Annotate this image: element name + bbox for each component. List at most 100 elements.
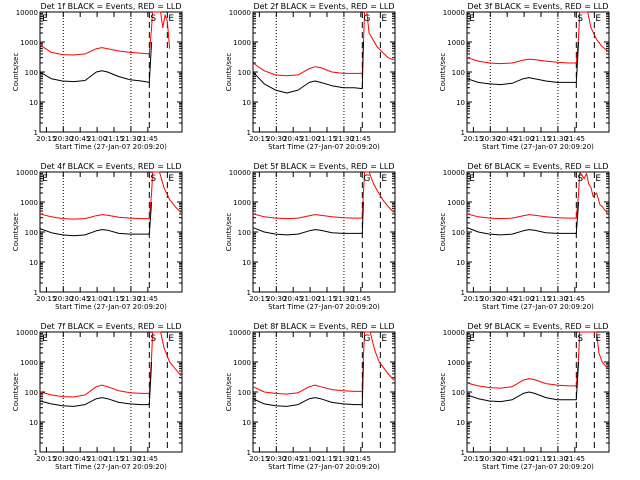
lld-series-line xyxy=(466,171,609,220)
events-series-line xyxy=(252,361,364,407)
x-tick-label: 21:15 xyxy=(104,135,124,143)
event-marker-label: S xyxy=(577,174,583,184)
lld-series-line xyxy=(466,331,609,389)
y-tick-label: 10000 xyxy=(16,9,38,17)
y-tick-label: 100 xyxy=(452,69,465,77)
y-tick-label: 10000 xyxy=(16,169,38,177)
y-tick-label: 10 xyxy=(242,259,251,267)
panel-title: Det 4f BLACK = Events, RED = LLD xyxy=(40,162,181,171)
x-tick-label: 21:30 xyxy=(548,295,568,303)
x-tick-label: 21:45 xyxy=(565,135,585,143)
y-axis-label: Counts/sec xyxy=(439,213,447,252)
x-axis-label: Start Time (27-Jan-07 20:09:20) xyxy=(482,143,594,151)
event-marker-label: E xyxy=(595,174,601,184)
x-tick-label: 21:30 xyxy=(334,135,354,143)
x-tick-label: 20:30 xyxy=(53,455,73,463)
panel-title: Det 9f BLACK = Events, RED = LLD xyxy=(467,322,608,331)
x-tick-label: 21:45 xyxy=(351,455,371,463)
y-axis-label: Counts/sec xyxy=(225,213,233,252)
x-tick-label: 21:45 xyxy=(138,455,158,463)
panel-title: Det 7f BLACK = Events, RED = LLD xyxy=(40,322,181,331)
x-tick-label: 21:00 xyxy=(87,455,107,463)
y-tick-label: 100 xyxy=(25,229,38,237)
x-tick-label: 20:15 xyxy=(249,295,269,303)
y-tick-label: 10 xyxy=(456,419,465,427)
plot-frame xyxy=(39,11,183,133)
event-marker-label: E xyxy=(381,14,387,24)
plot-frame xyxy=(466,11,610,133)
y-tick-label: 100 xyxy=(25,69,38,77)
x-tick-label: 20:30 xyxy=(266,455,286,463)
y-tick-label: 10000 xyxy=(443,169,465,177)
y-tick-label: 10 xyxy=(456,259,465,267)
x-tick-label: 21:00 xyxy=(300,455,320,463)
event-marker-label: G xyxy=(363,174,370,184)
x-axis-label: Start Time (27-Jan-07 20:09:20) xyxy=(55,463,167,471)
x-tick-label: 20:15 xyxy=(249,135,269,143)
detector-panel: Det 5f BLACK = Events, RED = LLD 1 10 100 10… xyxy=(225,162,396,311)
y-tick-label: 100 xyxy=(238,229,251,237)
plot-frame xyxy=(466,171,610,293)
detector-panel: Det 3f BLACK = Events, RED = LLD 1 10 100 10… xyxy=(439,2,610,151)
x-tick-label: 20:30 xyxy=(53,295,73,303)
panel-title: Det 5f BLACK = Events, RED = LLD xyxy=(253,162,394,171)
y-axis-label: Counts/sec xyxy=(12,373,20,412)
x-tick-label: 21:15 xyxy=(317,455,337,463)
y-tick-label: 1 xyxy=(34,129,38,137)
y-tick-label: 1 xyxy=(34,449,38,457)
panel-title: Det 8f BLACK = Events, RED = LLD xyxy=(253,322,394,331)
event-marker-label: E xyxy=(42,174,48,184)
y-tick-label: 1 xyxy=(461,449,465,457)
x-tick-label: 21:00 xyxy=(514,135,534,143)
y-tick-label: 1 xyxy=(461,289,465,297)
x-tick-label: 20:15 xyxy=(36,455,56,463)
x-tick-label: 21:15 xyxy=(531,455,551,463)
y-tick-label: 10000 xyxy=(443,9,465,17)
x-tick-label: 20:30 xyxy=(480,135,500,143)
y-tick-label: 100 xyxy=(452,389,465,397)
x-tick-label: 21:00 xyxy=(87,135,107,143)
y-axis-label: Counts/sec xyxy=(225,373,233,412)
y-axis-label: Counts/sec xyxy=(439,373,447,412)
y-tick-label: 100 xyxy=(452,229,465,237)
panel-title: Det 3f BLACK = Events, RED = LLD xyxy=(467,2,608,11)
lld-series-line xyxy=(252,11,395,77)
events-series-line xyxy=(252,201,364,236)
y-tick-label: 10 xyxy=(456,99,465,107)
event-marker-label: E xyxy=(381,174,387,184)
lld-series-line xyxy=(39,11,171,56)
event-marker-label: E xyxy=(381,334,387,344)
panel-title: Det 6f BLACK = Events, RED = LLD xyxy=(467,162,608,171)
x-tick-label: 21:00 xyxy=(514,455,534,463)
detector-panel: Det 9f BLACK = Events, RED = LLD 1 10 100 10… xyxy=(439,322,610,471)
x-tick-label: 21:30 xyxy=(334,455,354,463)
x-axis-label: Start Time (27-Jan-07 20:09:20) xyxy=(482,463,594,471)
x-tick-label: 20:45 xyxy=(70,455,90,463)
events-series-line xyxy=(39,41,153,83)
y-tick-label: 1000 xyxy=(447,199,465,207)
detector-panel: Det 4f BLACK = Events, RED = LLD 1 10 100 10… xyxy=(12,162,183,311)
event-marker-label: E xyxy=(168,14,174,24)
lld-series-line xyxy=(39,171,182,220)
detector-panel: Det 1f BLACK = Events, RED = LLD 1 10 100 10… xyxy=(12,2,183,151)
x-tick-label: 20:15 xyxy=(463,135,483,143)
x-tick-label: 21:15 xyxy=(104,295,124,303)
x-tick-label: 21:00 xyxy=(300,295,320,303)
x-tick-label: 20:45 xyxy=(70,135,90,143)
x-tick-label: 20:45 xyxy=(497,455,517,463)
events-series-line xyxy=(466,201,580,236)
x-tick-label: 21:00 xyxy=(87,295,107,303)
y-tick-label: 1000 xyxy=(233,39,251,47)
x-tick-label: 20:30 xyxy=(480,295,500,303)
x-tick-label: 20:15 xyxy=(36,135,56,143)
x-tick-label: 21:45 xyxy=(138,135,158,143)
x-tick-label: 21:15 xyxy=(317,135,337,143)
y-axis-label: Counts/sec xyxy=(439,53,447,92)
x-tick-label: 21:15 xyxy=(531,135,551,143)
event-marker-label: E xyxy=(595,334,601,344)
x-axis-label: Start Time (27-Jan-07 20:09:20) xyxy=(268,143,380,151)
lld-series-line xyxy=(252,171,395,220)
x-axis-label: Start Time (27-Jan-07 20:09:20) xyxy=(268,463,380,471)
y-tick-label: 1000 xyxy=(233,359,251,367)
